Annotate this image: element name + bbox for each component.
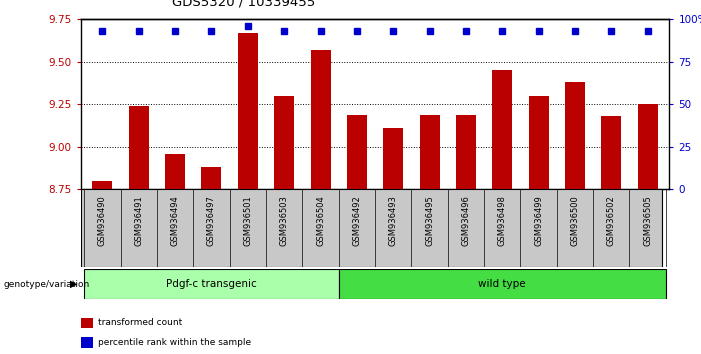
Text: GSM936500: GSM936500 xyxy=(571,196,580,246)
Bar xyxy=(84,269,339,299)
Text: ▶: ▶ xyxy=(69,279,77,289)
Text: GDS5320 / 10339455: GDS5320 / 10339455 xyxy=(172,0,315,9)
Bar xyxy=(93,181,112,189)
Bar xyxy=(339,269,666,299)
Text: GSM936497: GSM936497 xyxy=(207,196,216,246)
Bar xyxy=(492,70,512,189)
Bar xyxy=(274,96,294,189)
Text: GSM936493: GSM936493 xyxy=(389,196,397,246)
Text: GSM936505: GSM936505 xyxy=(643,196,652,246)
Text: GSM936496: GSM936496 xyxy=(461,196,470,246)
Bar xyxy=(311,50,330,189)
Bar xyxy=(238,33,258,189)
Text: transformed count: transformed count xyxy=(98,318,182,327)
Bar xyxy=(347,115,367,189)
Text: GSM936494: GSM936494 xyxy=(170,196,179,246)
Text: percentile rank within the sample: percentile rank within the sample xyxy=(98,338,251,347)
Text: GSM936492: GSM936492 xyxy=(353,196,361,246)
Text: GSM936504: GSM936504 xyxy=(316,196,325,246)
Bar xyxy=(638,104,658,189)
Text: GSM936495: GSM936495 xyxy=(425,196,434,246)
Text: GSM936498: GSM936498 xyxy=(498,196,507,246)
Bar xyxy=(201,167,222,189)
Bar xyxy=(456,115,476,189)
Text: GSM936502: GSM936502 xyxy=(607,196,615,246)
Text: GSM936499: GSM936499 xyxy=(534,196,543,246)
Text: genotype/variation: genotype/variation xyxy=(4,280,90,289)
Bar xyxy=(565,82,585,189)
Bar xyxy=(383,128,403,189)
Text: GSM936491: GSM936491 xyxy=(135,196,143,246)
Bar xyxy=(529,96,549,189)
Text: wild type: wild type xyxy=(479,279,526,289)
Text: GSM936490: GSM936490 xyxy=(98,196,107,246)
Text: GSM936503: GSM936503 xyxy=(280,196,289,246)
Bar xyxy=(601,116,621,189)
Text: Pdgf-c transgenic: Pdgf-c transgenic xyxy=(166,279,257,289)
Bar xyxy=(165,154,185,189)
Text: GSM936501: GSM936501 xyxy=(243,196,252,246)
Bar xyxy=(129,106,149,189)
Bar xyxy=(420,115,440,189)
